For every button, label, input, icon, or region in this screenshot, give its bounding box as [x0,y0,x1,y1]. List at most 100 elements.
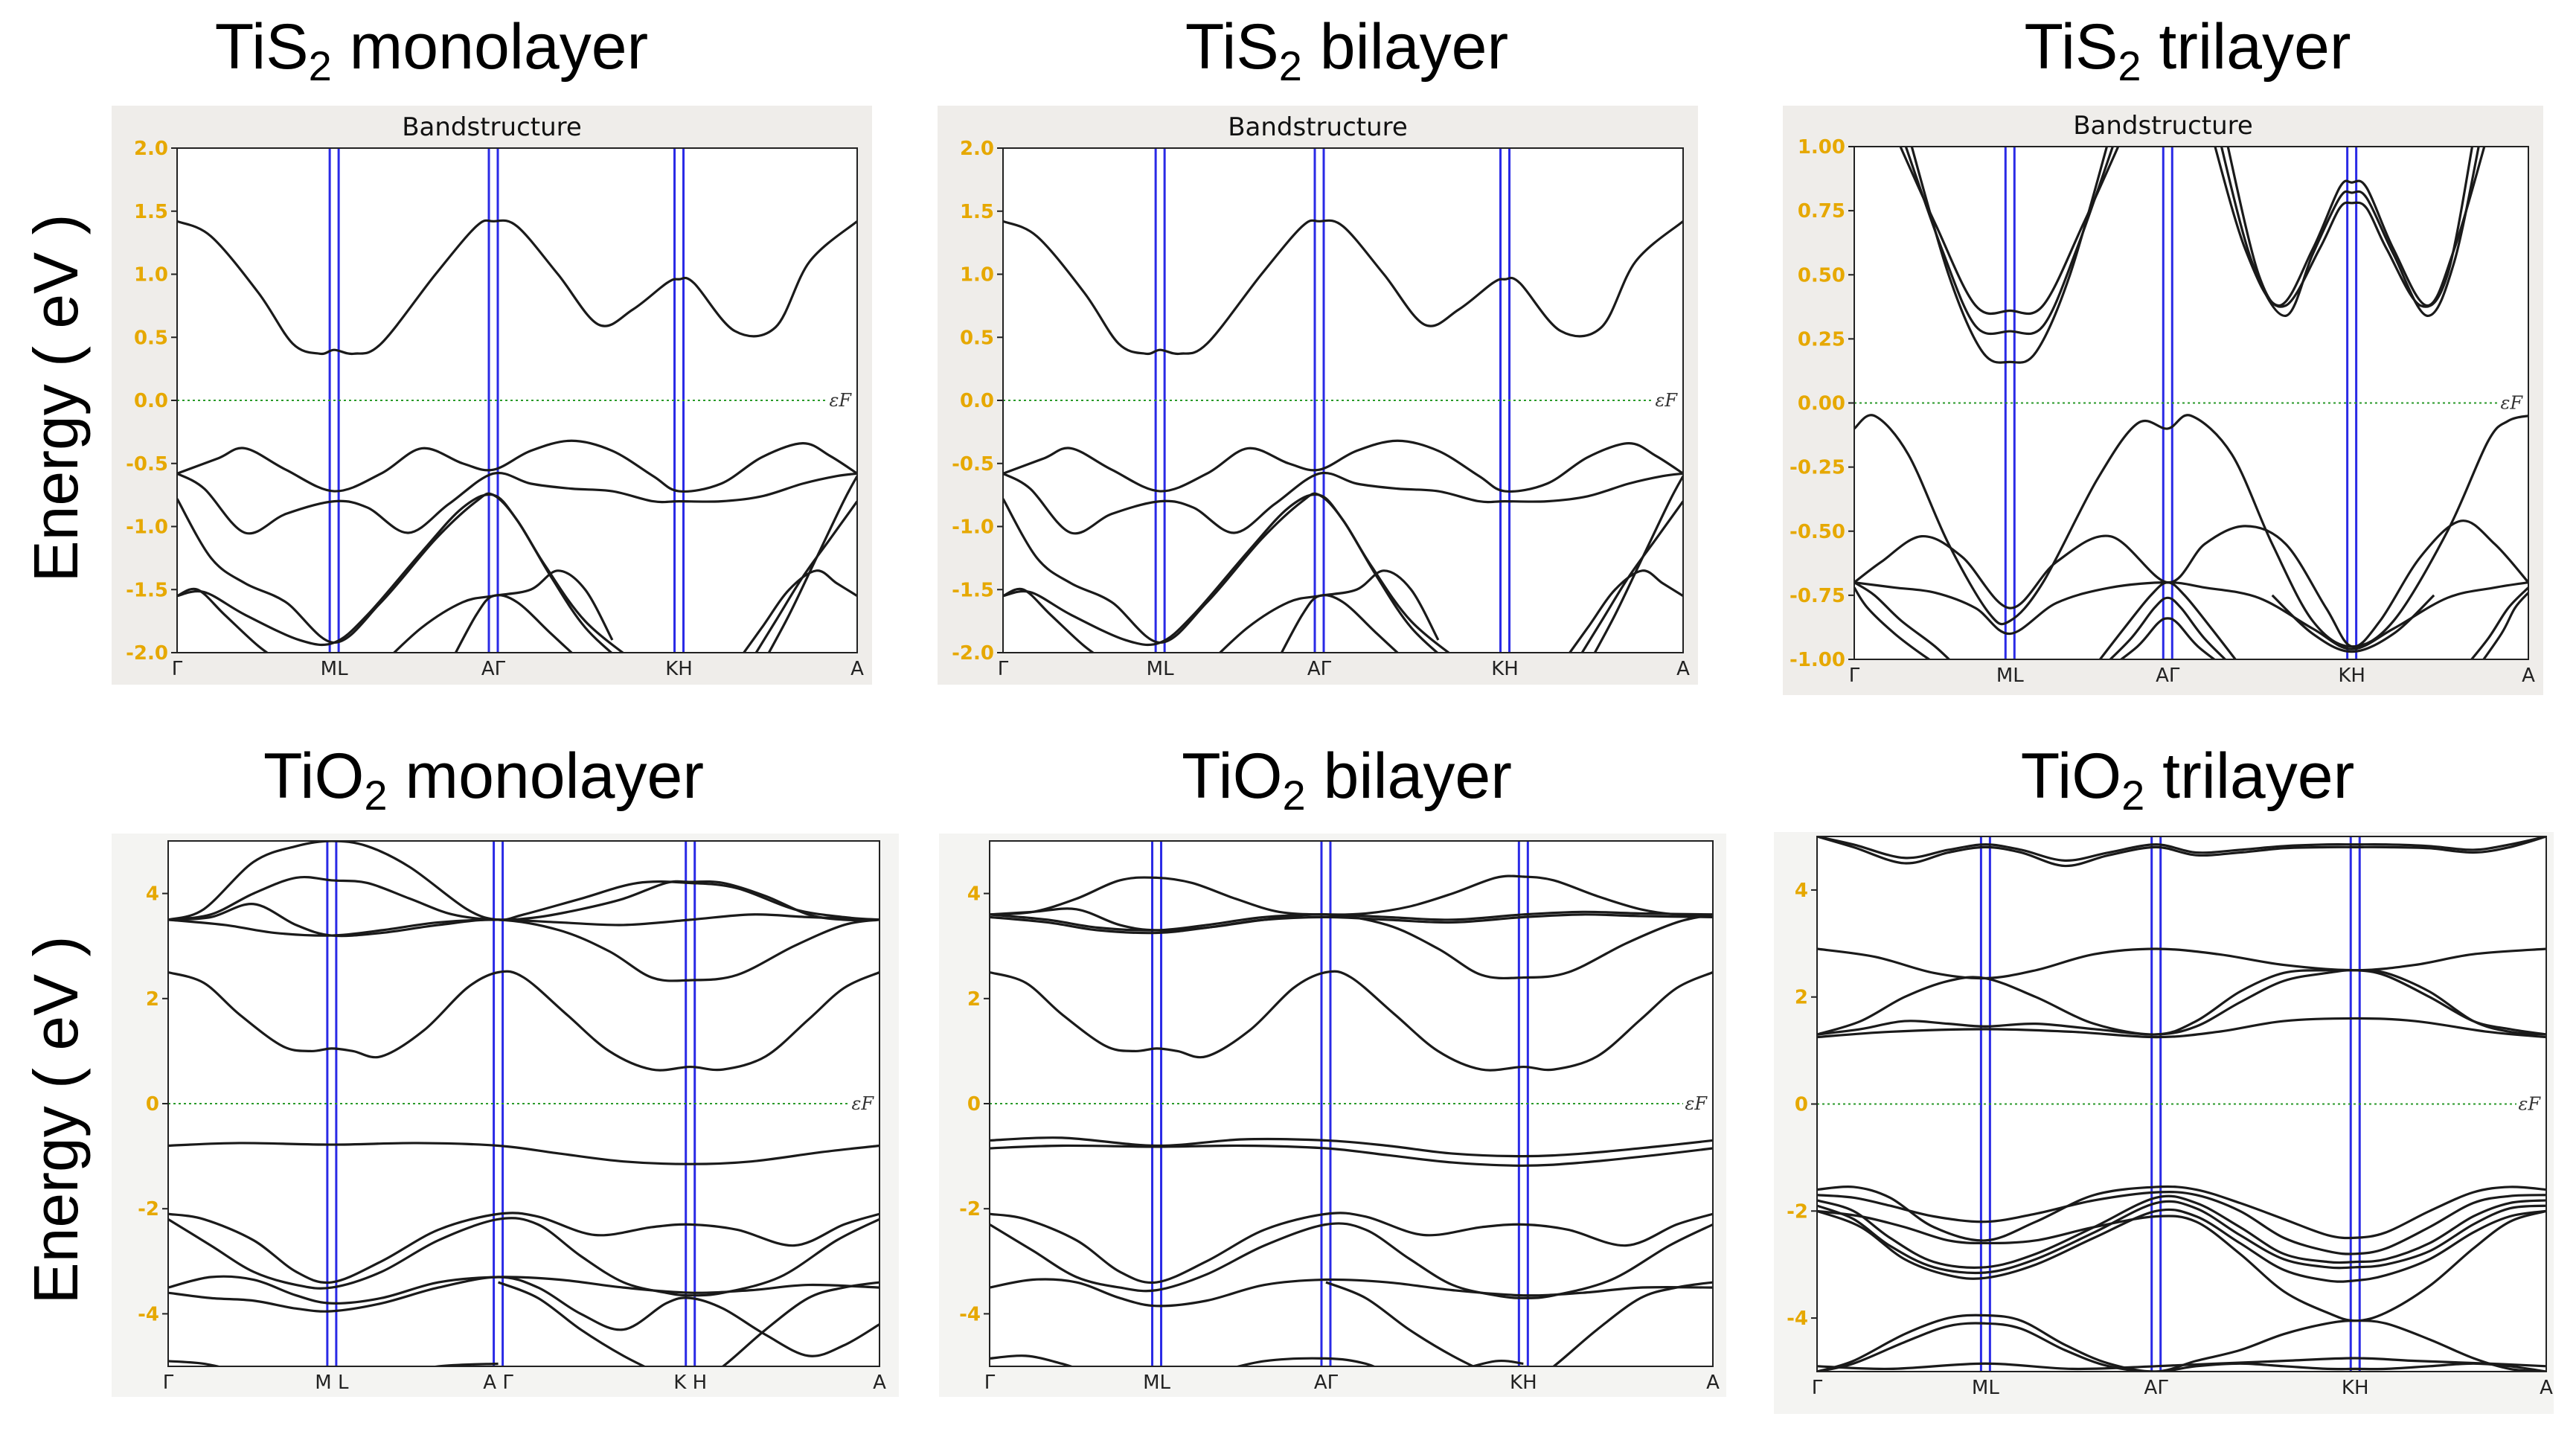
x-kpoint-label: A Γ [483,1372,513,1394]
title-rest: bilayer [1305,740,1512,812]
y-tick-label: -2.0 [126,642,168,665]
band-line-vb2 [177,471,857,535]
x-kpoint-label: ML [1147,658,1174,680]
x-kpoint-label: Γ [998,658,1009,680]
plot-tis2-mono: Bandstructure 2.0 1.5 1.0 0.5 0.0 -0.5 -1.0 -1.… [112,106,872,685]
x-kpoint-label: Γ [163,1372,174,1394]
band-line-vb3 [990,1212,1713,1284]
band-plot-svg: 4 2 0 -2 -4 Γ ML AΓ KH AεF [959,840,1720,1394]
band-line-vb4 [177,493,625,653]
band-line-vb1 [177,439,857,493]
title-main: TiS [2024,11,2118,83]
y-tick-label: 2.0 [960,138,994,160]
y-tick-label: 0 [1795,1094,1808,1116]
panel-title-tio2-tri: TiO2 trilayer [1801,744,2575,816]
plot-header: Bandstructure [402,112,582,142]
x-kpoint-label: A [2522,665,2535,687]
x-kpoint-label: A [850,658,864,680]
y-tick-label: -2 [959,1198,981,1220]
band-line-vb4 [1817,1200,2546,1275]
band-line-cb1 [177,219,857,356]
band-line-vb3 [1854,581,2528,650]
band-line-vb2 [1854,519,2528,648]
y-tick-label: 0.0 [960,390,994,412]
x-kpoint-label: ML [1143,1372,1170,1394]
band-series-group [1854,147,2528,659]
title-subscript: 2 [1282,772,1306,819]
band-line-vb6 [497,1281,880,1366]
title-subscript: 2 [364,772,388,819]
fermi-label: εF [851,1093,874,1114]
band-line-vb4 [1854,581,1951,659]
band-line-cb4 [168,903,880,982]
x-kpoint-label: AΓ [481,658,506,680]
band-line-vb5 [1003,587,1095,653]
band-line-vb11 [2482,592,2528,659]
band-line-cb3 [990,913,1713,935]
x-kpoint-label: KH [2342,1377,2369,1399]
band-series-group [168,841,880,1366]
y-tick-label: 1.0 [960,264,994,287]
band-line-vb7 [1817,1314,2546,1372]
band-line-cb5 [168,970,880,1072]
title-subscript: 2 [2118,42,2141,89]
title-main: TiS [214,11,309,83]
band-line-vb4 [1003,493,1451,653]
fermi-label: εF [1685,1093,1708,1114]
title-rest: monolayer [387,740,704,812]
band-line-vb3 [1003,492,1440,653]
band-line-vb7 [990,1354,1524,1366]
y-tick-label: 1.5 [134,201,168,223]
y-tick-label: -0.5 [126,453,168,476]
band-line-cb6 [2226,147,2474,308]
x-kpoint-label: AΓ [2144,1377,2169,1399]
band-line-vb9 [754,500,857,653]
y-tick-label: -2 [138,1198,159,1220]
panel-title-tio2-mono: TiO2 monolayer [112,744,856,816]
panel-title-tis2-bi: TiS2 bilayer [938,15,1756,87]
band-line-vb1 [1854,414,2528,648]
y-tick-label: -0.5 [952,453,994,476]
title-main: TiO [263,740,365,812]
y-axis-label-bottom: Energy ( eV ) [21,935,91,1305]
band-line-cb1 [1899,147,2120,315]
y-tick-label: -1.0 [952,516,994,539]
y-tick-label: 2 [967,988,981,1011]
title-rest: trilayer [2144,740,2355,812]
x-kpoint-label: AΓ [1314,1372,1339,1394]
band-line-vb6 [1325,1281,1713,1366]
band-line-vb2 [1817,1191,2546,1255]
band-line-vb8 [1817,1322,2546,1372]
y-tick-label: 1.0 [134,264,168,287]
y-tick-label: 0.00 [1798,393,1845,415]
y-axis-label-top: Energy ( eV ) [21,214,91,583]
x-kpoint-label: ML [1996,665,2024,687]
x-kpoint-label: KH [2338,665,2365,687]
band-line-cb4 [990,907,1713,980]
title-subscript: 2 [1278,42,1302,89]
x-kpoint-label: KH [665,658,693,680]
band-line-cb1 [1003,219,1683,356]
band-line-vb7 [2108,596,2227,659]
x-kpoint-label: Γ [172,658,183,680]
title-rest: monolayer [331,11,649,83]
band-line-cb5 [1817,969,2546,1036]
fermi-label: εF [829,390,852,411]
x-kpoint-label: ML [321,658,348,680]
fermi-label: εF [2518,1094,2541,1115]
band-series-group [177,219,857,653]
band-line-cb3 [1910,147,2109,364]
band-line-vb9 [1580,500,1683,653]
y-tick-label: 0.5 [134,327,168,349]
band-line-cb1 [1817,836,2546,862]
y-tick-label: 0.5 [960,327,994,349]
x-kpoint-label: AΓ [2156,665,2180,687]
y-tick-label: -2.0 [952,642,994,665]
y-tick-label: 4 [146,883,159,906]
y-tick-label: 2 [146,988,159,1011]
y-tick-label: 0.0 [134,390,168,412]
band-line-vb1 [990,1136,1713,1158]
band-plot-svg: 4 2 0 -2 -4 Γ M L A Γ K H AεF [138,840,886,1394]
